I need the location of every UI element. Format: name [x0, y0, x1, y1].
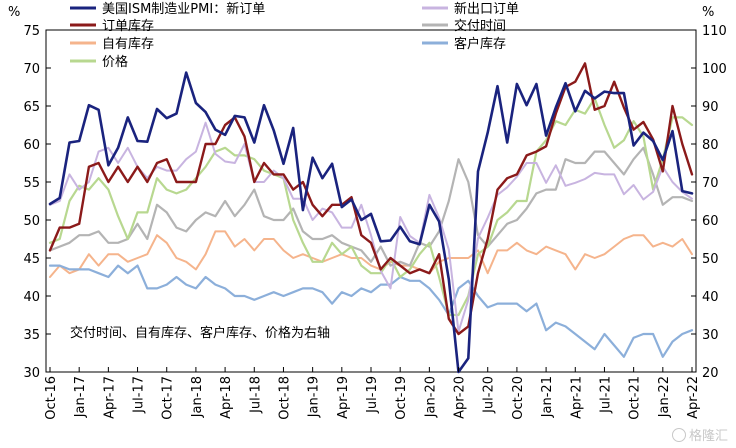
- legend-label: 新出口订单: [454, 1, 519, 17]
- left-tick-label: 30: [23, 366, 40, 381]
- left-tick-label: 75: [23, 24, 40, 39]
- x-tick-label: Jan-22: [657, 376, 672, 418]
- series-line-6: [48, 97, 694, 317]
- left-tick-label: 60: [23, 138, 40, 153]
- legend-label: 美国ISM制造业PMI：新订单: [102, 1, 265, 17]
- left-tick-label: 65: [23, 100, 40, 115]
- x-tick-label: Jul-19: [365, 376, 380, 414]
- x-tick-label: Jan-20: [423, 376, 438, 418]
- x-tick-label: Jan-17: [73, 376, 88, 418]
- right-tick-label: 60: [702, 214, 719, 229]
- x-tick-label: Jan-19: [307, 376, 322, 418]
- x-tick-label: Oct-18: [277, 376, 292, 420]
- axis-annotation: 交付时间、自有库存、客户库存、价格为右轴: [70, 325, 330, 341]
- right-tick-label: 50: [702, 252, 719, 267]
- series-line-1: [48, 62, 694, 336]
- x-tick-label: Oct-16: [44, 376, 59, 420]
- left-tick-label: 45: [23, 252, 40, 267]
- series-line-5: [48, 264, 694, 358]
- series-line-2: [49, 121, 693, 333]
- series-line-4: [49, 230, 693, 278]
- watermark: 格隆汇: [671, 425, 728, 444]
- left-tick-label: 55: [23, 176, 40, 191]
- x-tick-label: Apr-21: [569, 376, 584, 419]
- x-tick-label: Jul-21: [598, 376, 613, 414]
- series-line-3: [48, 146, 694, 267]
- plot-border: [45, 29, 697, 373]
- right-tick-label: 20: [702, 366, 719, 381]
- left-axis-unit: %: [8, 5, 20, 20]
- right-tick-label: 30: [702, 328, 719, 343]
- plot-frame: [45, 29, 697, 373]
- left-tick-label: 35: [23, 328, 40, 343]
- legend-label: 客户库存: [454, 36, 506, 52]
- right-axis-unit: %: [702, 5, 714, 20]
- x-tick-label: Oct-20: [511, 376, 526, 420]
- x-tick-label: Apr-22: [686, 376, 701, 419]
- logo-icon: [671, 428, 686, 442]
- x-tick-label: Jul-20: [482, 376, 497, 414]
- series-line-0: [48, 71, 694, 374]
- x-tick-label: Apr-17: [102, 376, 117, 419]
- x-tick-label: Jul-18: [248, 376, 263, 414]
- axes-layer: 75 70 65 60 55 50 45 40 35 30 110 100 90 80 70 60 50 40 30…: [23, 24, 726, 420]
- x-tick-label: Jan-18: [190, 376, 205, 418]
- x-tick-label: Apr-19: [336, 376, 351, 419]
- x-tick-label: Apr-18: [219, 376, 234, 419]
- x-tick-label: Jul-17: [132, 376, 147, 414]
- legend-label: 订单库存: [102, 18, 154, 34]
- x-tick-label: Oct-19: [394, 376, 409, 420]
- x-tick-label: Oct-17: [161, 376, 176, 420]
- series-layer: [48, 62, 694, 374]
- x-tick-label: Jan-21: [540, 376, 555, 418]
- x-tick-label: Oct-21: [628, 376, 643, 420]
- left-tick-label: 40: [23, 290, 40, 305]
- x-tick-label: Apr-20: [453, 376, 468, 419]
- right-tick-label: 40: [702, 290, 719, 305]
- legend-label: 价格: [102, 54, 128, 70]
- left-tick-label: 70: [23, 62, 40, 77]
- right-tick-label: 110: [702, 24, 727, 39]
- right-tick-label: 90: [702, 100, 719, 115]
- right-tick-label: 70: [702, 176, 719, 191]
- right-tick-label: 100: [702, 62, 727, 77]
- left-tick-label: 50: [23, 214, 40, 229]
- right-tick-label: 80: [702, 138, 719, 153]
- legend-label: 自有库存: [102, 36, 154, 52]
- legend-label: 交付时间: [454, 18, 506, 34]
